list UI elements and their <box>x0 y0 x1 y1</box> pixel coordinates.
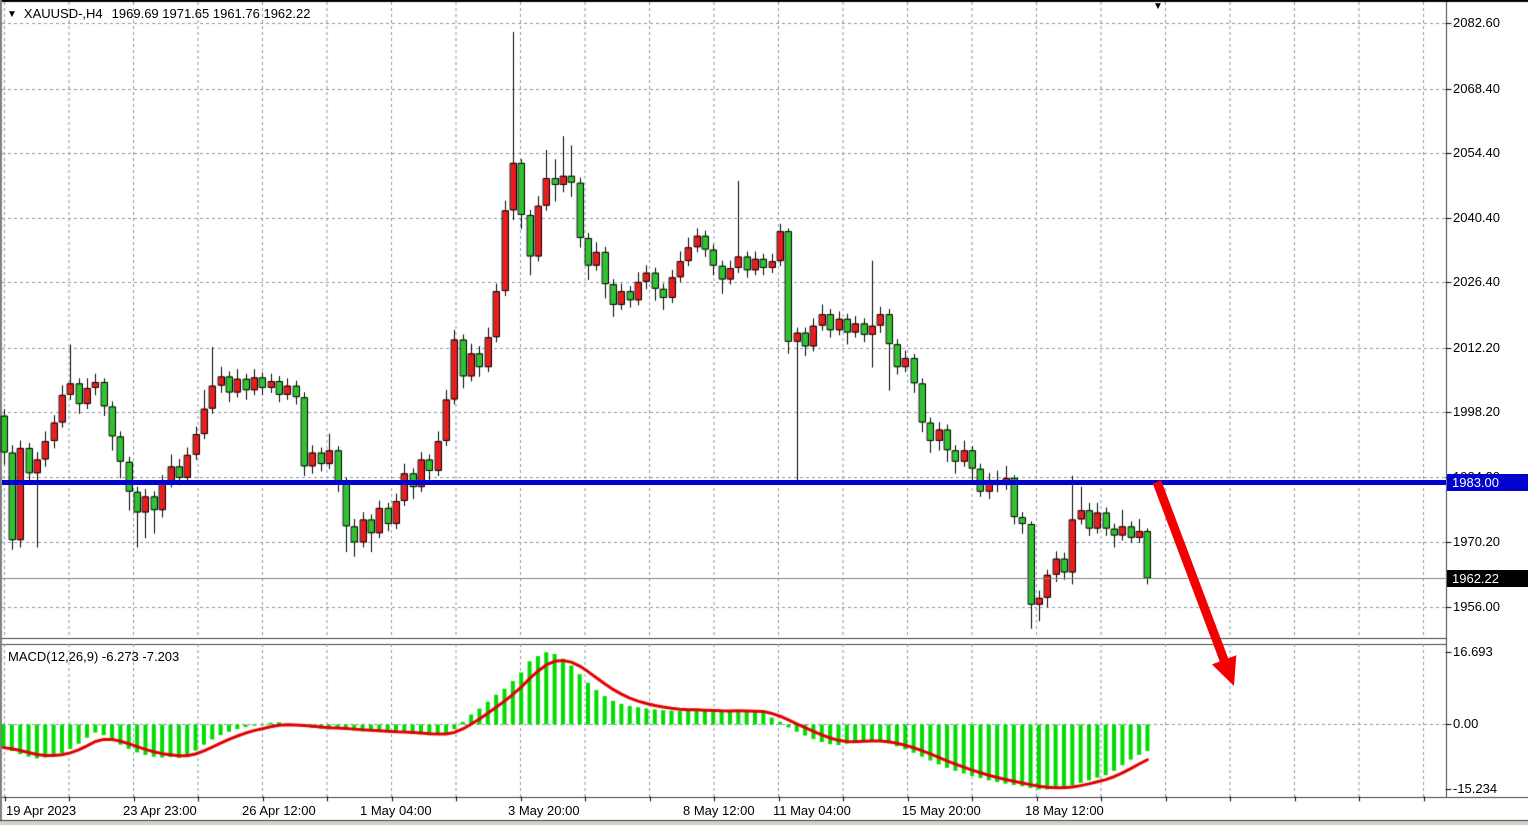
price-axis-label: 1956.00 <box>1453 599 1500 615</box>
bid-price-tag: 1962.22 <box>1447 569 1528 587</box>
macd-indicator-label: MACD(12,26,9) -6.273 -7.203 <box>8 649 180 664</box>
date-axis-label: 8 May 12:00 <box>683 803 755 818</box>
date-axis-label: 1 May 04:00 <box>360 803 432 818</box>
macd-axis-label: 0.00 <box>1453 716 1479 731</box>
chart-shift-marker-icon[interactable]: ▼ <box>1153 1 1163 12</box>
symbol-name: XAUUSD-,H4 <box>23 6 103 21</box>
price-axis-label: 2012.20 <box>1453 339 1500 355</box>
trend-arrow[interactable] <box>1150 475 1250 695</box>
horizontal-line-1983[interactable] <box>2 480 1446 486</box>
date-axis-label: 15 May 20:00 <box>902 803 981 818</box>
macd-axis-label: -15.234 <box>1453 781 1498 797</box>
symbol-ohlc-values: 1969.69 1971.65 1961.76 1962.22 <box>111 6 311 21</box>
macd-axis-label: 16.693 <box>1453 644 1493 660</box>
price-axis-label: 2026.40 <box>1453 274 1500 290</box>
price-axis-label: 2082.60 <box>1453 15 1500 31</box>
date-axis-label: 26 Apr 12:00 <box>242 803 316 818</box>
price-axis-label: 1998.20 <box>1453 404 1500 420</box>
date-axis-label: 11 May 04:00 <box>773 803 851 818</box>
symbol-ohlc-label: ▼ XAUUSD-,H4 1969.69 1971.65 1961.76 1962.… <box>7 6 310 21</box>
trend-arrow-head-icon[interactable] <box>1211 655 1237 686</box>
hline-price-tag: 1983.00 <box>1447 474 1528 492</box>
date-axis-label: 19 Apr 2023 <box>6 803 77 818</box>
price-axis-label: 2054.40 <box>1453 145 1500 161</box>
date-axis-label: 23 Apr 23:00 <box>123 803 197 818</box>
price-axis-label: 1970.20 <box>1453 533 1500 549</box>
date-axis-label: 18 May 12:00 <box>1025 803 1104 818</box>
price-axis-label: 2068.40 <box>1453 80 1500 96</box>
trend-arrow-shaft[interactable] <box>1152 480 1229 662</box>
price-axis-label: 2040.40 <box>1453 209 1500 225</box>
symbol-marker-icon: ▼ <box>7 9 17 20</box>
date-axis-label: 3 May 20:00 <box>508 803 580 818</box>
